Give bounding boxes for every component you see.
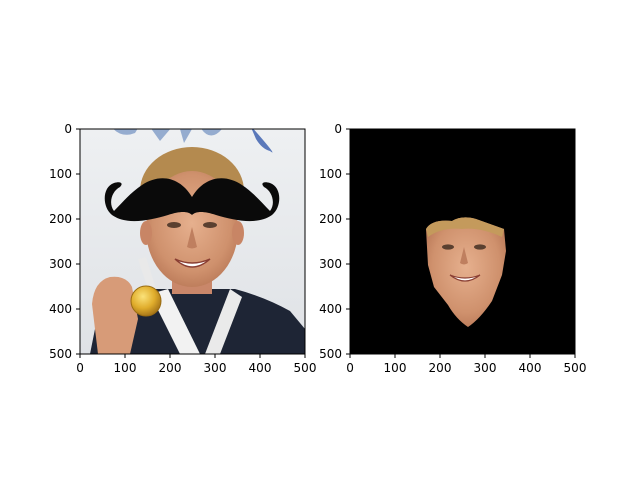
right-x-axis: 0 100 200 300 400 500 — [346, 354, 586, 375]
face-cutout — [426, 217, 506, 327]
left-x-tick-label: 200 — [159, 361, 182, 375]
right-y-tick-label: 100 — [319, 167, 342, 181]
left-y-tick-label: 300 — [49, 257, 72, 271]
left-x-tick-label: 500 — [294, 361, 317, 375]
left-y-tick-label: 100 — [49, 167, 72, 181]
left-x-axis: 0 100 200 300 400 500 — [76, 354, 316, 375]
right-x-tick-label: 500 — [564, 361, 587, 375]
right-x-tick-label: 300 — [474, 361, 497, 375]
left-y-axis: 0 100 200 300 400 500 — [49, 122, 80, 361]
right-y-tick-label: 400 — [319, 302, 342, 316]
left-panel: 0 100 200 300 400 500 0 100 200 300 400 500 — [49, 122, 316, 375]
right-frame — [349, 128, 576, 355]
left-photo — [80, 129, 305, 354]
right-y-tick-label: 500 — [319, 347, 342, 361]
left-x-tick-label: 0 — [76, 361, 84, 375]
right-x-tick-label: 400 — [519, 361, 542, 375]
left-x-tick-label: 100 — [114, 361, 137, 375]
left-frame — [79, 128, 306, 355]
left-y-tick-label: 0 — [64, 122, 72, 136]
right-y-axis: 0 100 200 300 400 500 — [319, 122, 350, 361]
right-y-tick-label: 0 — [334, 122, 342, 136]
right-panel: 0 100 200 300 400 500 0 100 200 300 400 500 — [319, 122, 586, 375]
left-x-tick-label: 400 — [249, 361, 272, 375]
right-photo — [350, 129, 575, 354]
left-y-tick-label: 200 — [49, 212, 72, 226]
left-y-tick-label: 400 — [49, 302, 72, 316]
left-y-tick-label: 500 — [49, 347, 72, 361]
right-y-tick-label: 200 — [319, 212, 342, 226]
right-y-tick-label: 300 — [319, 257, 342, 271]
right-x-tick-label: 200 — [429, 361, 452, 375]
left-x-tick-label: 300 — [204, 361, 227, 375]
mustache-overlay — [104, 178, 280, 222]
right-x-tick-label: 0 — [346, 361, 354, 375]
right-x-tick-label: 100 — [384, 361, 407, 375]
